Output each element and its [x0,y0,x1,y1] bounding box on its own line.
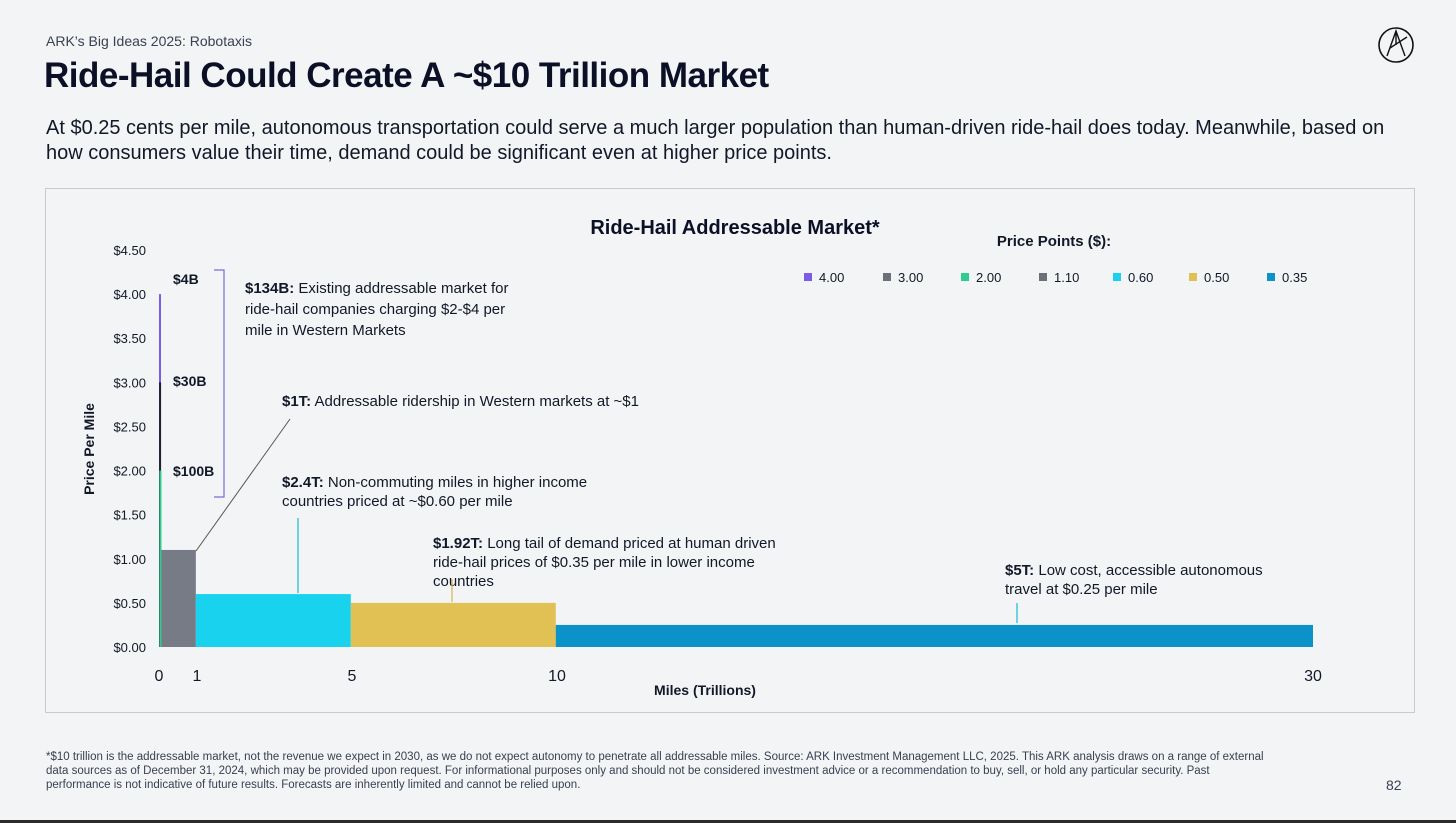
legend-swatch [1113,273,1121,281]
callout-western-ridership: $1T: Addressable ridership in Western ma… [282,393,639,410]
bottom-rule [0,820,1456,823]
legend-label: 3.00 [898,270,923,285]
y-tick-label: $1.00 [113,552,146,567]
ark-compass-icon [1378,27,1414,63]
x-axis-label: Miles (Trillions) [654,682,756,698]
small-market-label: $30B [173,373,206,389]
chart-panel: Ride-Hail Addressable Market* $0.00 $0.50 $… [45,188,1415,713]
x-tick-label: 10 [548,668,566,685]
small-market-label: $100B [173,463,214,479]
y-tick-label: $4.50 [113,243,146,258]
page-subtitle: At $0.25 cents per mile, autonomous tran… [46,117,1385,164]
bar-1-10 [161,549,196,647]
bar-0-35 [555,624,1313,647]
y-axis-label: Price Per Mile [81,403,97,495]
legend-swatch [804,273,812,281]
legend-swatch [883,273,891,281]
chart-title: Ride-Hail Addressable Market* [590,217,880,239]
legend-label: 0.50 [1204,270,1229,285]
legend-title: Price Points ($): [997,233,1111,250]
x-tick-label: 5 [348,668,357,685]
page-title: Ride-Hail Could Create A ~$10 Trillion M… [44,56,769,95]
legend-label: 0.60 [1128,270,1153,285]
y-tick-label: $4.00 [113,287,146,302]
x-tick-label: 1 [193,668,202,685]
y-tick-label: $0.00 [113,640,146,655]
callout-autonomous: $5T: Low cost, accessible autonomous tra… [1005,562,1267,598]
bar-2-00 [159,470,162,647]
addressable-market-chart: Ride-Hail Addressable Market* $0.00 $0.50 $… [81,217,1322,698]
callout-existing-market: $134B: Existing addressable market for r… [245,280,513,339]
y-tick-label: $2.00 [113,464,146,479]
legend-swatch [1189,273,1197,281]
leader-western [195,418,291,552]
footnote: *$10 trillion is the addressable market,… [46,751,1264,791]
legend-label: 4.00 [819,270,844,285]
legend-swatch [1267,273,1275,281]
callout-long-tail: $1.92T: Long tail of demand priced at hu… [433,535,780,590]
y-tick-label: $2.50 [113,419,146,434]
legend-swatch [1039,273,1047,281]
legend-label: 2.00 [976,270,1001,285]
x-tick-label: 0 [155,668,164,685]
page-number: 82 [1386,777,1402,793]
callout-non-commuting: $2.4T: Non-commuting miles in higher inc… [282,474,591,510]
y-tick-label: $3.00 [113,375,146,390]
legend-label: 0.35 [1282,270,1307,285]
legend-label: 1.10 [1054,270,1079,285]
bracket-line [214,269,225,498]
bar-0-60 [195,594,351,647]
y-tick-label: $3.50 [113,331,146,346]
x-tick-label: 30 [1304,668,1322,685]
small-market-label: $4B [173,271,199,287]
deck-kicker: ARK’s Big Ideas 2025: Robotaxis [46,33,252,49]
bar-0-50 [350,602,556,647]
y-tick-label: $1.50 [113,508,146,523]
legend-swatch [961,273,969,281]
y-tick-label: $0.50 [113,596,146,611]
